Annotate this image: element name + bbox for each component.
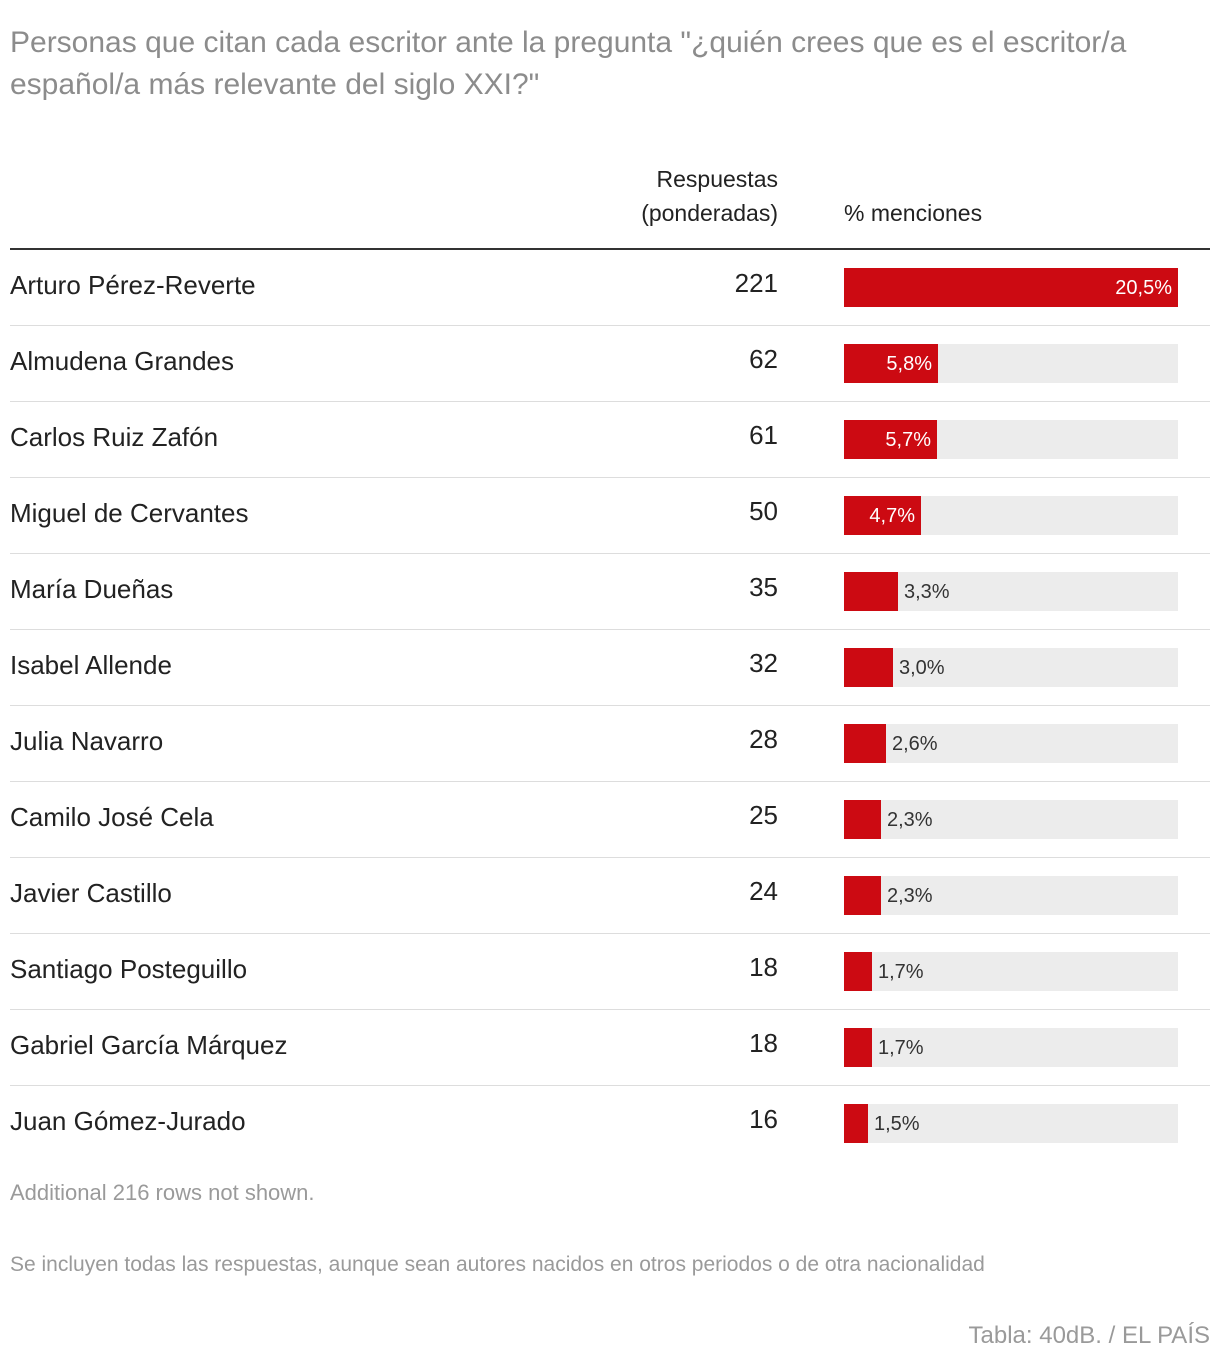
writer-name: Santiago Posteguillo: [10, 954, 248, 984]
source-credit: Tabla: 40dB. / EL PAÍS: [968, 1322, 1210, 1349]
bar-track: 2,3%: [844, 876, 1178, 915]
bar-value-label: 3,3%: [904, 581, 950, 603]
table-row: Miguel de Cervantes 50 4,7%: [10, 478, 1210, 554]
bar-track: 2,6%: [844, 724, 1178, 763]
table-row: María Dueñas 35 3,3%: [10, 554, 1210, 630]
responses-header-line2: (ponderadas): [641, 200, 778, 226]
bar-track: 1,7%: [844, 952, 1178, 991]
bar: [844, 496, 921, 535]
pct-column-header: % menciones: [844, 200, 983, 226]
response-count: 50: [749, 496, 778, 526]
bar-track: 1,7%: [844, 1028, 1178, 1067]
bar-track: 5,7%: [844, 420, 1178, 459]
responses-header-line1: Respuestas: [656, 166, 778, 192]
response-count: 28: [749, 724, 778, 754]
response-count: 61: [749, 420, 778, 450]
response-count: 32: [749, 648, 778, 678]
response-count: 35: [749, 572, 778, 602]
bar: [844, 344, 938, 383]
writer-name: Camilo José Cela: [10, 802, 214, 832]
bar-track: 3,0%: [844, 648, 1178, 687]
response-count: 25: [749, 800, 778, 830]
table-row: Julia Navarro 28 2,6%: [10, 706, 1210, 782]
bar-value-label: 5,7%: [885, 429, 931, 451]
writer-name: Carlos Ruiz Zafón: [10, 422, 219, 452]
bar-value-label: 2,3%: [887, 809, 933, 831]
table-body: Arturo Pérez-Reverte 221 20,5% Almudena Gra…: [10, 250, 1210, 1161]
writer-name: Almudena Grandes: [10, 346, 235, 376]
writer-name: María Dueñas: [10, 574, 174, 604]
bar-value-label: 2,6%: [892, 733, 938, 755]
response-count: 221: [734, 268, 778, 298]
response-count: 18: [749, 1028, 778, 1058]
bar: [844, 572, 898, 611]
bar: [844, 648, 893, 687]
rows-not-shown-note: Additional 216 rows not shown.: [10, 1180, 315, 1205]
chart-title: Personas que citan cada escritor ante la…: [10, 26, 1127, 101]
table-row: Camilo José Cela 25 2,3%: [10, 782, 1210, 858]
writer-name: Javier Castillo: [10, 878, 172, 908]
writer-name: Arturo Pérez-Reverte: [10, 270, 256, 300]
bar-value-label: 5,8%: [886, 353, 932, 375]
bar-value-label: 1,7%: [878, 1037, 924, 1059]
responses-column-header: Respuestas (ponderadas): [641, 162, 778, 230]
table-row: Gabriel García Márquez 18 1,7%: [10, 1010, 1210, 1086]
response-count: 16: [749, 1104, 778, 1134]
bar: [844, 1104, 868, 1143]
writer-name: Julia Navarro: [10, 726, 164, 756]
response-count: 24: [749, 876, 778, 906]
table-row: Almudena Grandes 62 5,8%: [10, 326, 1210, 402]
bar: [844, 876, 881, 915]
bar-track: 2,3%: [844, 800, 1178, 839]
bar: [844, 800, 881, 839]
table-row: Isabel Allende 32 3,0%: [10, 630, 1210, 706]
bar-track: 3,3%: [844, 572, 1178, 611]
bar: [844, 952, 872, 991]
response-count: 62: [749, 344, 778, 374]
writer-name: Miguel de Cervantes: [10, 498, 249, 528]
table-row: Carlos Ruiz Zafón 61 5,7%: [10, 402, 1210, 478]
table-row: Juan Gómez-Jurado 16 1,5%: [10, 1086, 1210, 1161]
footnote: Se incluyen todas las respuestas, aunque…: [10, 1253, 985, 1276]
writer-name: Isabel Allende: [10, 650, 172, 680]
bar-value-label: 1,7%: [878, 961, 924, 983]
bar-track: 20,5%: [844, 268, 1178, 307]
table-row: Javier Castillo 24 2,3%: [10, 858, 1210, 934]
writer-name: Juan Gómez-Jurado: [10, 1106, 246, 1136]
writer-name: Gabriel García Márquez: [10, 1030, 288, 1060]
bar-track: 1,5%: [844, 1104, 1178, 1143]
bar: [844, 1028, 872, 1067]
bar-value-label: 2,3%: [887, 885, 933, 907]
table-row: Santiago Posteguillo 18 1,7%: [10, 934, 1210, 1010]
bar-track: 5,8%: [844, 344, 1178, 383]
bar-value-label: 20,5%: [1115, 277, 1172, 299]
bar-value-label: 4,7%: [869, 505, 915, 527]
bar: [844, 268, 1178, 307]
bar-track: 4,7%: [844, 496, 1178, 535]
bar: [844, 724, 886, 763]
table-header: Respuestas (ponderadas) % menciones: [10, 160, 1210, 250]
bar-value-label: 1,5%: [874, 1113, 920, 1135]
bar-value-label: 3,0%: [899, 657, 945, 679]
bar: [844, 420, 937, 459]
table-row: Arturo Pérez-Reverte 221 20,5%: [10, 250, 1210, 326]
response-count: 18: [749, 952, 778, 982]
